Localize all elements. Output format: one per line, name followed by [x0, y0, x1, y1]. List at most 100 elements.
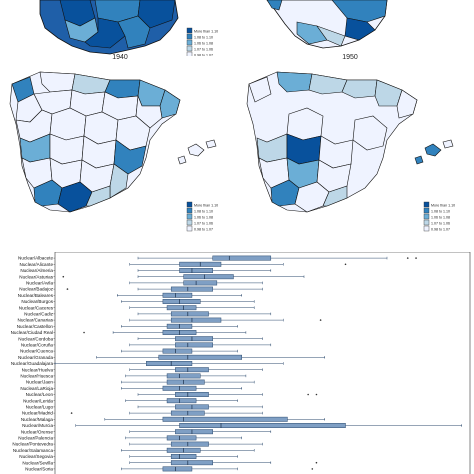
legend-swatch: [423, 207, 430, 214]
category-label: Nuclear/Soria: [25, 467, 53, 472]
category-label: Nuclear/Salamanca: [13, 448, 54, 453]
box: [212, 255, 272, 261]
box: [170, 286, 213, 292]
spain-map-shape: [9, 71, 217, 213]
category-label: Nuclear/Cuenca: [20, 349, 53, 354]
outlier-point: [319, 319, 322, 321]
outlier-point: [66, 288, 69, 290]
box-plot: Nuclear/AlbaceteNuclear/AlicanteNuclear/…: [11, 252, 471, 474]
category-label: Nuclear/Almeria: [20, 268, 53, 273]
outlier-point: [344, 263, 347, 266]
box: [170, 460, 213, 466]
box: [179, 423, 346, 428]
legend-swatch: [186, 207, 193, 214]
legend-swatch: [423, 219, 430, 226]
outlier-point: [70, 412, 73, 414]
map-year-1940: 1940: [112, 54, 128, 61]
legend-label: 0.98 to 1.07: [194, 227, 213, 231]
box: [166, 435, 197, 441]
legend-label: 1.08 to 1.10: [194, 35, 213, 39]
outlier-point: [315, 461, 318, 464]
legend-label: 1.06 to 1.08: [194, 215, 213, 219]
legend-swatch: [186, 45, 193, 52]
category-label: Nuclear/Sevilla: [22, 460, 53, 465]
map-top-left: More than 1.10 1.08 to 1.10 1.06 to 1.08 1.…: [39, 0, 218, 56]
legend-swatch: [186, 51, 193, 56]
box: [166, 305, 197, 311]
outlier-point: [62, 275, 65, 278]
legend-swatch: [186, 33, 193, 40]
category-label: Nuclear/Albacete: [18, 256, 53, 261]
spain-map-shape: [39, 0, 179, 55]
category-label: Nuclear/Murcia: [22, 423, 53, 428]
category-label: Nuclear/Lugo: [26, 405, 54, 410]
outlier-point: [315, 393, 318, 396]
box: [175, 367, 209, 373]
legend-swatch: [423, 213, 430, 220]
box: [170, 317, 222, 323]
box: [162, 348, 193, 354]
category-label: Nuclear/Cadiz: [24, 312, 54, 317]
box: [162, 299, 201, 304]
category-label: Nuclear/Orense: [21, 429, 54, 434]
legend-label: 1.07 to 1.06: [194, 221, 213, 225]
map-1950: More than 1.10 1.08 to 1.10 1.06 to 1.08 1.…: [246, 71, 455, 231]
box: [183, 280, 218, 286]
legend-swatch: [423, 201, 430, 208]
box: [170, 311, 209, 317]
legend-label: 1.07 to 1.06: [194, 47, 213, 51]
category-label: Nuclear/Baleares: [18, 293, 54, 298]
category-label: Nuclear/Malaga: [21, 417, 54, 422]
category-label: Nuclear/Caceres: [19, 305, 54, 310]
box: [175, 392, 209, 397]
category-label: Nuclear/Avila: [26, 281, 53, 286]
category-label: Nuclear/Huesca: [20, 374, 53, 379]
category-label: Nuclear/Asturias: [19, 274, 53, 279]
category-label: Nuclear/Leon: [26, 392, 54, 397]
category-label: Nuclear/Burgos: [21, 299, 53, 304]
category-label: Nuclear/Badajoz: [19, 287, 53, 292]
category-label: Nuclear/LaRioja: [20, 386, 53, 391]
box: [162, 292, 193, 298]
box: [166, 373, 201, 379]
box: [162, 466, 193, 472]
box: [183, 274, 234, 280]
outlier-point: [415, 257, 417, 259]
box: [175, 336, 213, 342]
category-label: Nuclear/Jaen: [26, 380, 54, 385]
map-year-1950: 1950: [342, 54, 358, 61]
category-label: Nuclear/Guadalajara: [11, 361, 54, 366]
legend-label: 1.06 to 1.08: [194, 41, 213, 45]
category-label: Nuclear/Ciudad Real: [11, 330, 53, 335]
box: [179, 268, 213, 273]
category-label: Nuclear/Granada: [18, 355, 53, 360]
category-label: Nuclear/Huelva: [22, 367, 54, 372]
category-label: Nuclear/Lerida: [23, 398, 53, 403]
map-legend: More than 1.10 1.08 to 1.10 1.06 to 1.08 1.…: [186, 27, 218, 56]
legend-swatch: [186, 27, 193, 34]
box: [175, 429, 213, 435]
box: [175, 342, 213, 348]
legend-swatch: [186, 213, 193, 220]
legend-swatch: [186, 39, 193, 46]
box: [166, 379, 205, 385]
spain-map-shape: [246, 71, 454, 213]
outlier-point: [83, 331, 85, 334]
map-top-right: More than 1.101.08 to 1.101.06 to 1.081.…: [266, 0, 388, 49]
box: [158, 354, 242, 360]
legend-label: 1.06 to 1.08: [431, 215, 450, 219]
category-label: Nuclear/Canarias: [18, 318, 54, 323]
box: [162, 416, 288, 422]
legend-label: More than 1.10: [194, 203, 218, 207]
category-label: Nuclear/Madrid: [22, 411, 54, 416]
category-label: Nuclear/Castellon: [17, 324, 54, 329]
outlier-point: [311, 468, 314, 470]
legend-swatch: [186, 225, 193, 232]
legend-label: More than 1.10: [194, 29, 218, 33]
map-legend: More than 1.10 1.08 to 1.10 1.06 to 1.08 1.…: [423, 201, 455, 231]
legend-label: 1.08 to 1.10: [431, 209, 450, 213]
outlier-point: [406, 257, 409, 259]
box: [166, 398, 197, 404]
map-legend: More than 1.10 1.08 to 1.10 1.06 to 1.08 1.…: [186, 201, 218, 232]
spain-map-shape: [266, 0, 388, 49]
